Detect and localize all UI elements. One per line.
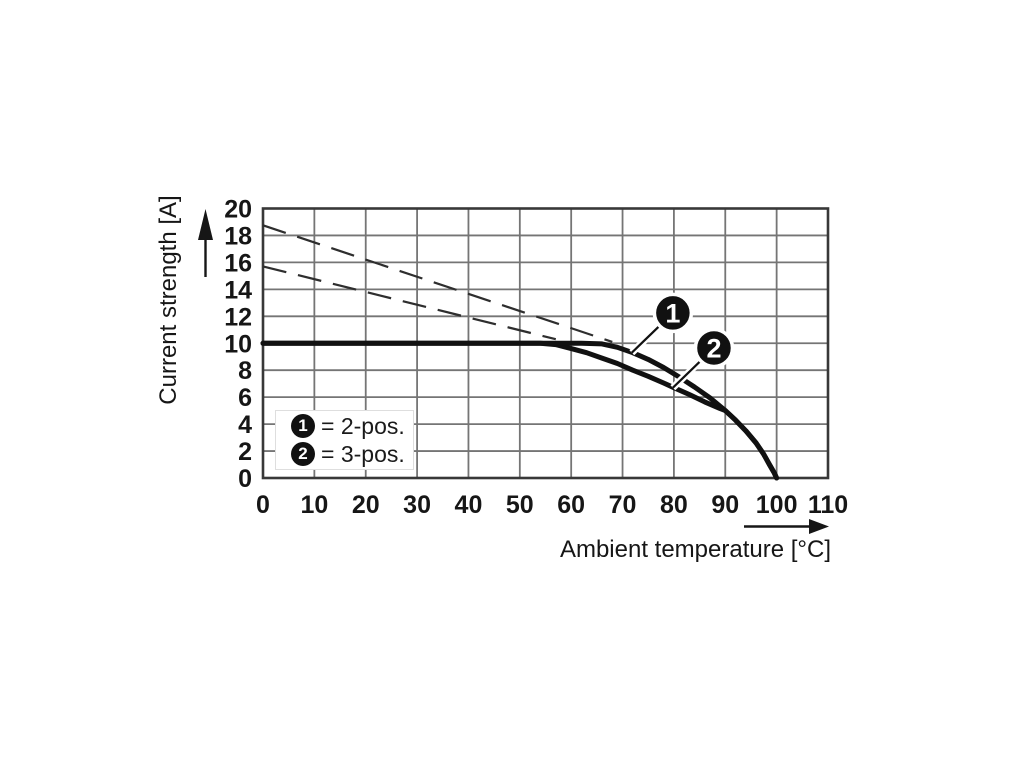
x-tick-label: 0 (256, 491, 270, 519)
y-tick-label: 10 (224, 330, 252, 358)
y-tick-label: 18 (224, 222, 252, 250)
x-tick-label: 90 (711, 491, 739, 519)
callout-marker-2-icon (693, 327, 735, 369)
x-tick-label: 10 (300, 491, 328, 519)
series-dashed-3pos (262, 265, 557, 341)
x-tick-label: 70 (609, 491, 637, 519)
y-axis-title: Current strength [A] (155, 195, 182, 404)
y-tick-label: 16 (224, 249, 252, 277)
x-tick-label: 50 (506, 491, 534, 519)
x-axis-title: Ambient temperature [°C] (560, 536, 831, 563)
y-tick-label: 12 (224, 303, 252, 331)
x-tick-label: 30 (403, 491, 431, 519)
callout-marker-1-icon (652, 292, 694, 334)
legend-marker-1-icon: 1 (291, 414, 315, 438)
y-tick-label: 14 (224, 276, 252, 304)
x-tick-label: 100 (756, 491, 798, 519)
series-dashed-2pos (262, 224, 613, 343)
x-axis-arrow-icon (809, 519, 829, 534)
y-tick-label: 20 (224, 196, 252, 224)
legend-item-2pos: 1 = 2-pos. (291, 412, 413, 439)
chart-legend: 1 = 2-pos. 2 = 3-pos. (275, 410, 414, 470)
x-tick-label: 60 (557, 491, 585, 519)
legend-label-3pos: = 3-pos. (321, 440, 405, 467)
x-tick-label: 40 (455, 491, 483, 519)
series-curve-2pos (260, 340, 780, 481)
y-tick-label: 8 (238, 357, 252, 385)
legend-item-3pos: 2 = 3-pos. (291, 440, 413, 467)
y-tick-label: 2 (238, 438, 252, 466)
y-tick-label: 4 (238, 411, 252, 439)
y-axis-arrow-icon (198, 209, 213, 240)
legend-label-2pos: = 2-pos. (321, 412, 405, 439)
callout-number-2: 2 (706, 333, 721, 363)
y-tick-label: 0 (238, 465, 252, 493)
y-tick-label: 6 (238, 384, 252, 412)
x-tick-label: 80 (660, 491, 688, 519)
callout-number-1: 1 (665, 298, 680, 328)
x-tick-label: 20 (352, 491, 380, 519)
legend-marker-2-icon: 2 (291, 442, 315, 466)
x-tick-label: 110 (808, 491, 848, 519)
